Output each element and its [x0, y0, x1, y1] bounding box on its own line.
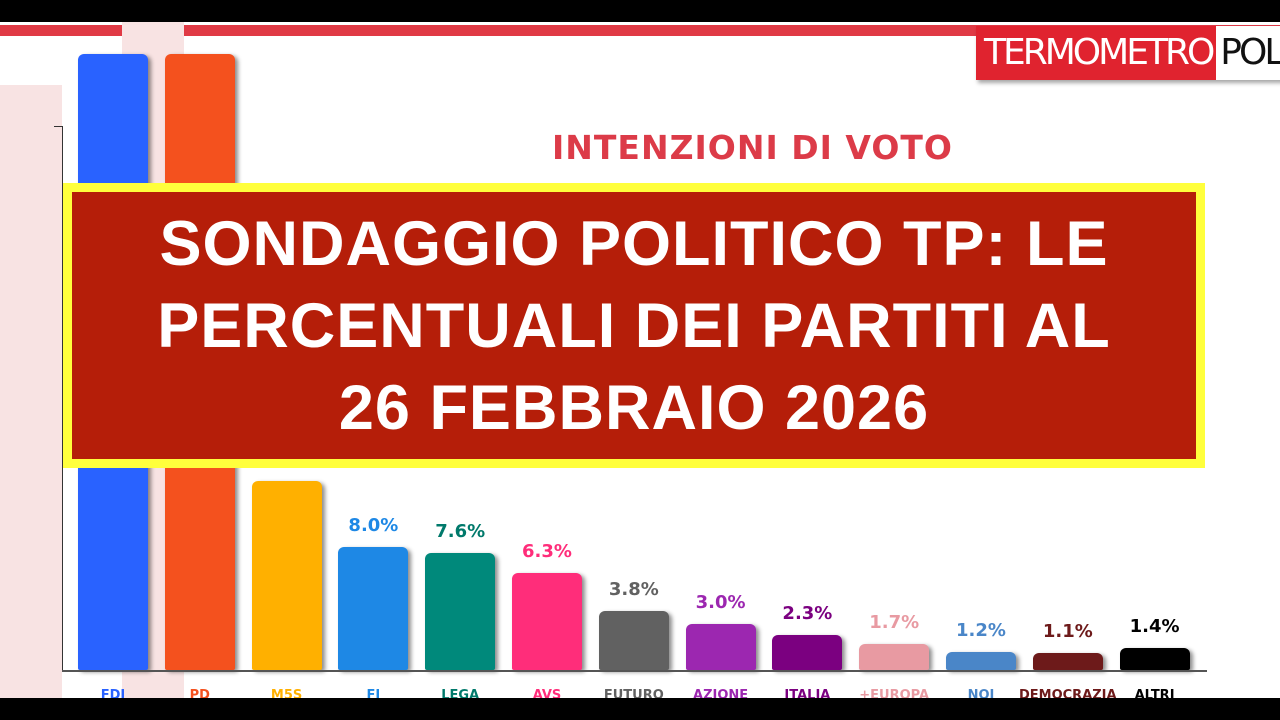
bar-value-label: 7.6%: [435, 521, 486, 542]
bar-azione: [685, 624, 756, 670]
category-label: AVS: [532, 688, 562, 698]
category-label: +EUROPA: [859, 688, 930, 698]
x-axis: [62, 670, 1207, 672]
bar-value-label: 6.3%: [522, 541, 572, 562]
bar-altri: [1119, 648, 1190, 670]
headline-banner: SONDAGGIO POLITICO TP: LE PERCENTUALI DE…: [63, 183, 1205, 468]
video-frame: TERMOMETRO POLITICO INTENZIONI DI VOTO F…: [0, 22, 1280, 698]
category-label: ITALIA: [784, 688, 831, 698]
bar-democrazia: [1032, 653, 1103, 670]
category-label: FI: [366, 688, 381, 698]
category-label: LEGA: [441, 688, 480, 698]
category-label: FDI: [100, 688, 126, 698]
category-label: ALTRI: [1134, 688, 1175, 698]
logo-part-white: POLITICO: [1216, 26, 1280, 80]
bar-europa: [859, 644, 930, 670]
chart-title: INTENZIONI DI VOTO: [552, 128, 953, 167]
bar-avs: [512, 573, 582, 670]
bar-value-label: 1.1%: [1042, 621, 1093, 642]
category-label: NOI: [967, 688, 995, 698]
bar-futuro: [598, 611, 669, 670]
y-axis-tick: [54, 126, 62, 127]
bar-noi: [946, 652, 1016, 670]
bar-lega: [425, 553, 496, 670]
headline-banner-inner: SONDAGGIO POLITICO TP: LE PERCENTUALI DE…: [72, 192, 1196, 459]
bar-value-label: 8.0%: [348, 515, 399, 536]
background-watermark: [0, 85, 62, 698]
category-label: M5S: [270, 688, 303, 698]
y-axis: [62, 126, 63, 671]
headline-line-3: 26 FEBBRAIO 2026: [338, 372, 930, 443]
bar-value-label: 1.2%: [956, 620, 1006, 641]
category-label: DEMOCRAZIA: [1018, 688, 1117, 698]
headline-line-2: PERCENTUALI DEI PARTITI AL: [157, 290, 1111, 361]
bar-value-label: 1.7%: [869, 612, 920, 633]
headline-line-1: SONDAGGIO POLITICO TP: LE: [159, 208, 1109, 279]
category-label: AZIONE: [693, 688, 749, 698]
bar-m5s: [251, 481, 322, 670]
top-red-stripe: [0, 25, 1280, 36]
logo-part-red: TERMOMETRO: [976, 26, 1217, 80]
bar-value-label: 3.0%: [695, 592, 746, 613]
category-label: FUTURO: [603, 688, 664, 698]
bar-italia: [772, 635, 843, 670]
category-label: PD: [189, 688, 210, 698]
termometro-politico-logo: TERMOMETRO POLITICO: [976, 26, 1280, 80]
bar-value-label: 2.3%: [782, 603, 833, 624]
bar-value-label: 3.8%: [608, 579, 659, 600]
bar-value-label: 1.4%: [1129, 616, 1180, 637]
bar-fi: [338, 547, 409, 670]
